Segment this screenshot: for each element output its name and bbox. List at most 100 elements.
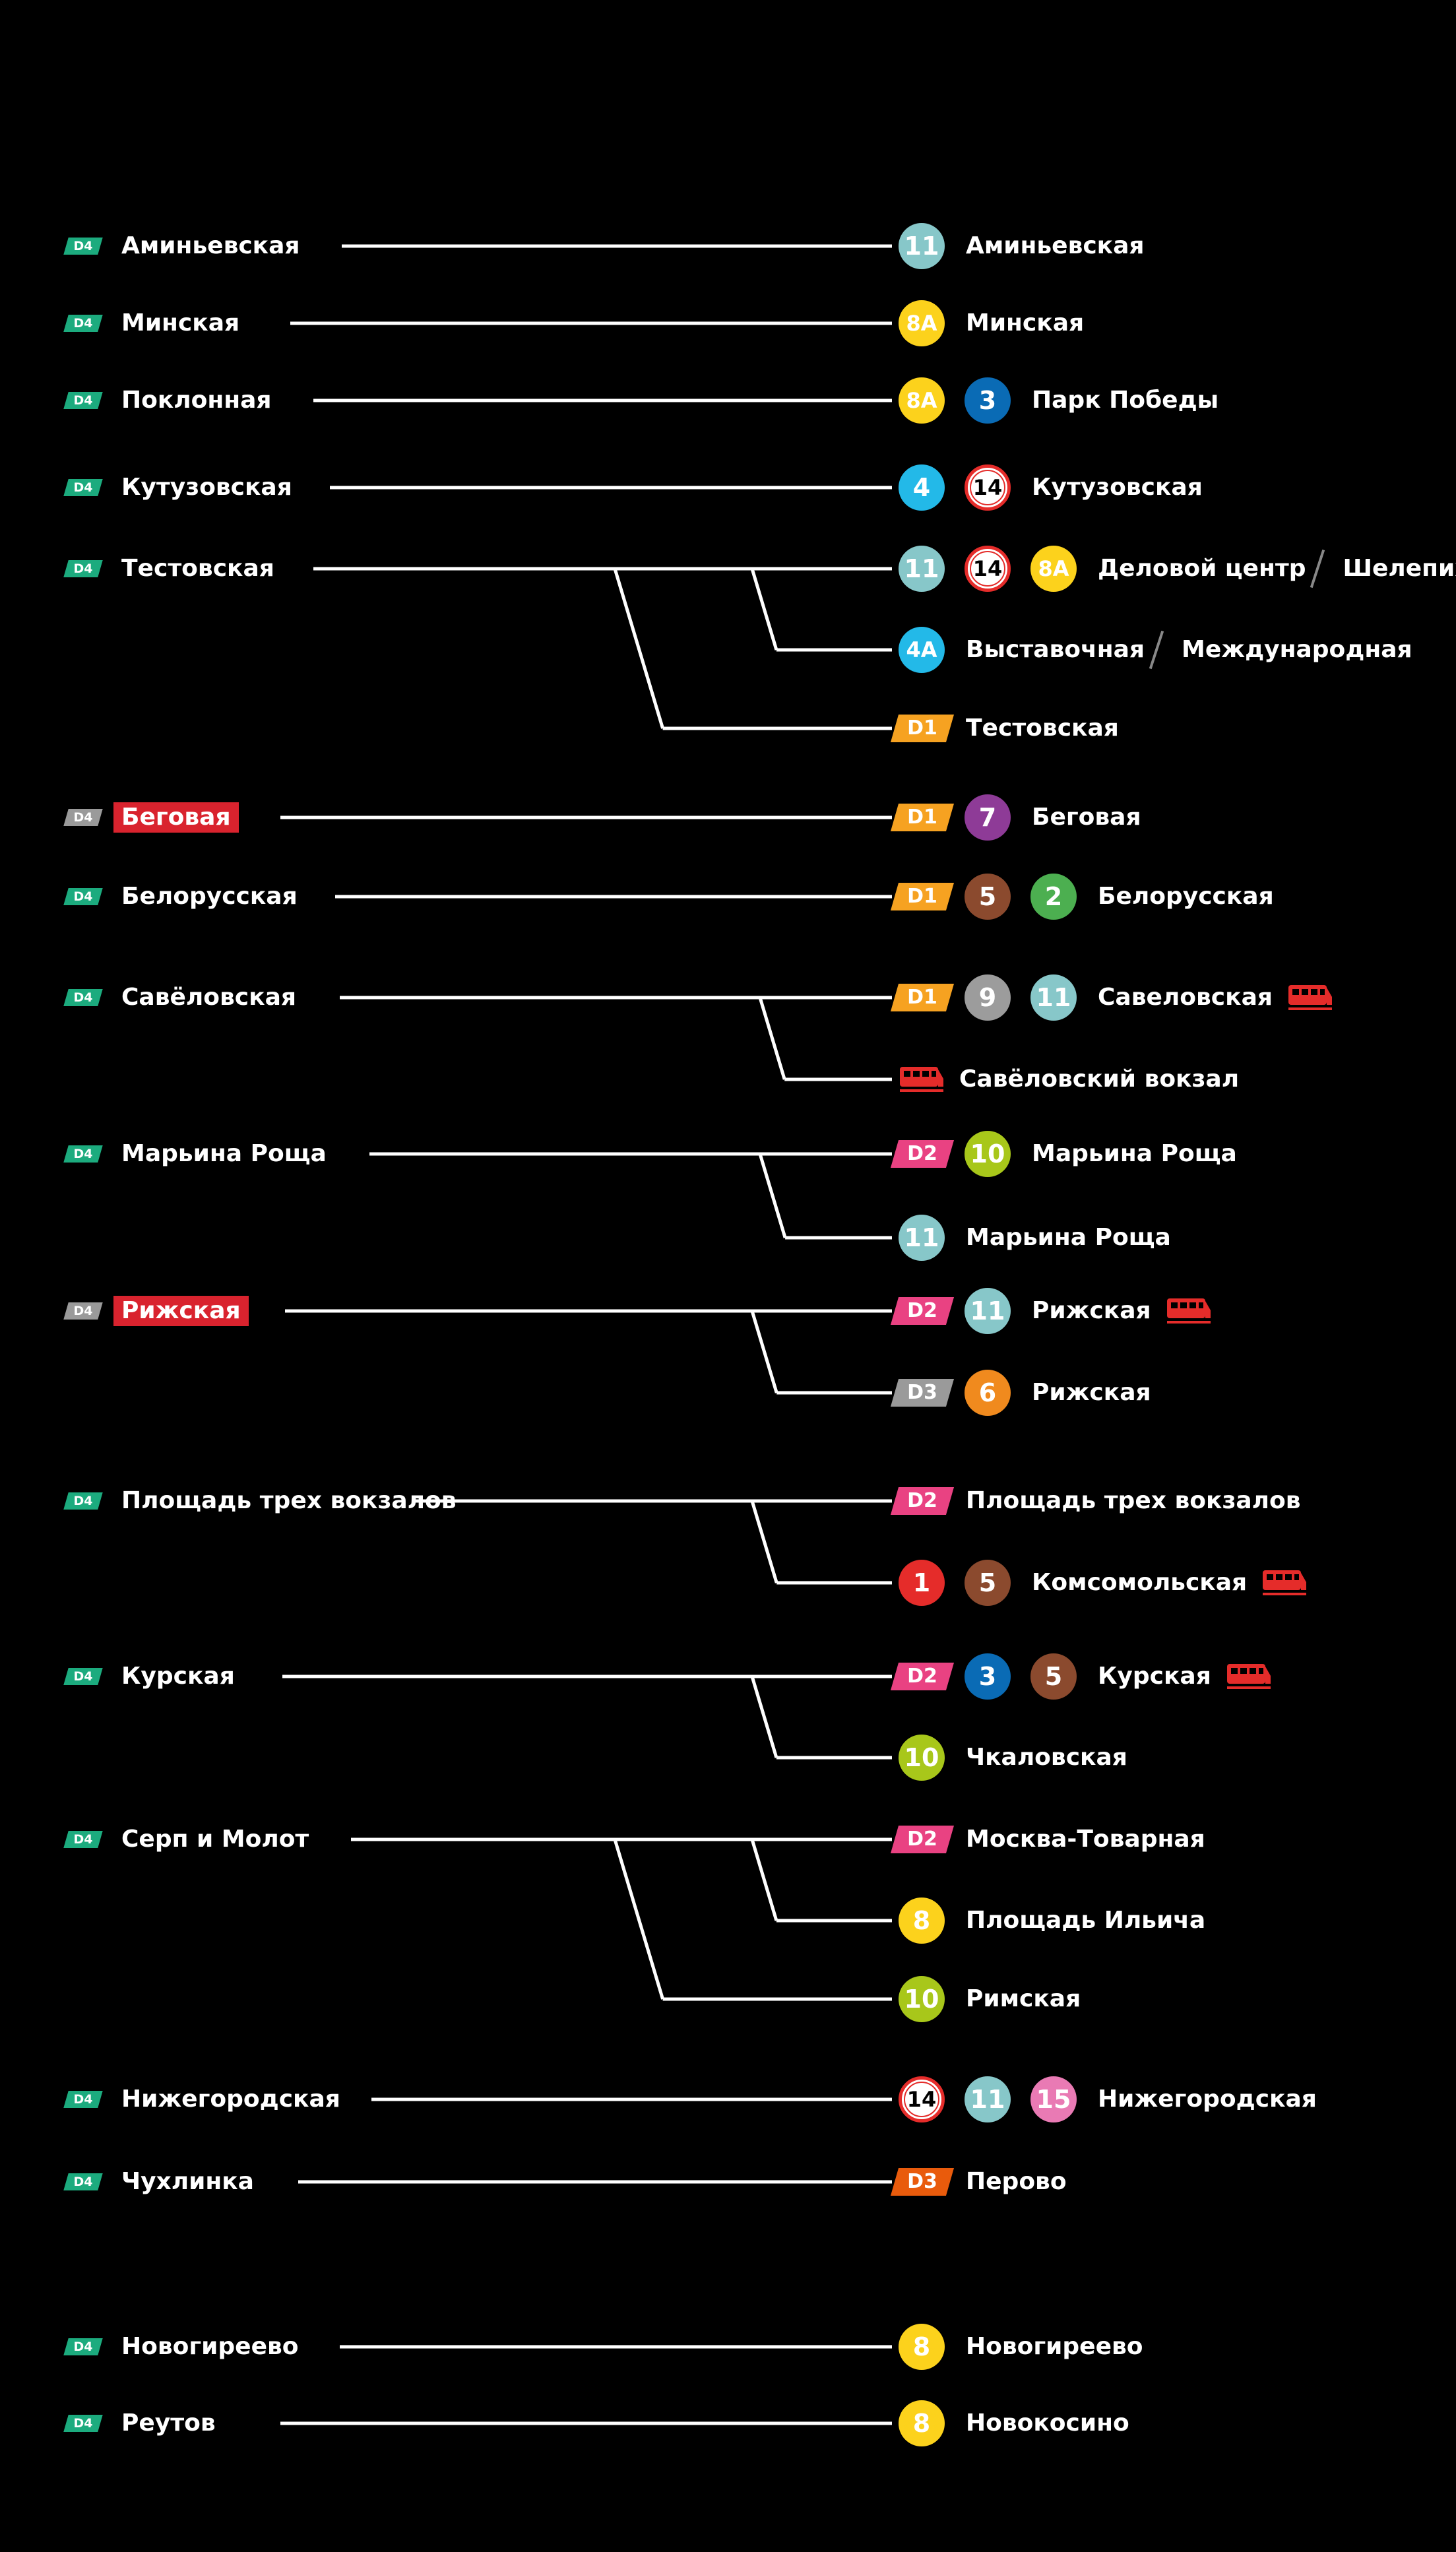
transfer-station-label: Чкаловская [966, 1744, 1127, 1771]
d4-badge: D4 [66, 888, 100, 905]
mcd-diameter-badge: D2 [895, 1663, 950, 1690]
transfer-station-label: Выставочная [966, 636, 1145, 663]
train-icon [1261, 1568, 1308, 1598]
transfer-station-label: Комсомольская [1032, 1569, 1248, 1596]
d4-badge: D4 [66, 238, 100, 255]
station-label: Белорусская [121, 883, 298, 910]
station-label: Беговая [113, 802, 239, 833]
transfer-station-label: Парк Победы [1032, 387, 1219, 414]
d4-badge: D4 [66, 1145, 100, 1163]
station-label: Тестовская [121, 555, 274, 582]
station-label: Поклонная [121, 387, 272, 414]
branch-line [613, 1839, 664, 2000]
transfer-station-label: Марьина Роща [966, 1224, 1171, 1251]
transfer-station-label: Марьина Роща [1032, 1140, 1237, 1167]
station-label: Марьина Роща [121, 1140, 327, 1167]
branch-line [758, 1153, 787, 1238]
transfer-station-label: Савёловский вокзал [959, 1066, 1240, 1093]
mcd-diameter-badge: D3 [895, 1379, 950, 1407]
mcd-diameter-badge: D2 [895, 1140, 950, 1168]
branch-line [750, 1839, 778, 1921]
train-icon [1226, 1661, 1272, 1692]
metro-line-icon: 10 [899, 1735, 945, 1781]
station-label: Рижская [113, 1296, 249, 1326]
transfer-station-label: Белорусская [1098, 883, 1274, 910]
transfer-station-label: Курская [1098, 1663, 1211, 1690]
station-label: Площадь трех вокзалов [121, 1487, 457, 1514]
d4-badge: D4 [66, 560, 100, 577]
metro-line-icon: 6 [965, 1370, 1011, 1416]
d4-badge: D4 [66, 989, 100, 1006]
d4-badge: D4 [66, 2338, 100, 2355]
branch-line [613, 568, 664, 729]
branch-line [750, 1310, 778, 1393]
metro-line-icon: 9 [965, 974, 1011, 1021]
station-label: Реутов [121, 2409, 216, 2437]
station-label: Кутузовская [121, 474, 292, 501]
metro-line-icon: 8 [899, 2400, 945, 2446]
station-label: Серп и Молот [121, 1826, 309, 1853]
mcd-diameter-badge: D1 [895, 804, 950, 831]
mcd-diameter-badge: D2 [895, 1487, 950, 1515]
metro-line-icon: 5 [965, 1560, 1011, 1606]
mcd-diameter-badge: D3 [895, 2168, 950, 2196]
d4-badge: D4 [66, 479, 100, 496]
metro-line-icon: 8 [899, 2324, 945, 2370]
mcd-line-icon: 14 [899, 2076, 945, 2122]
transfer-station-label: Кутузовская [1032, 474, 1203, 501]
metro-line-icon: 8А [899, 377, 945, 424]
transfer-station-label: Римская [966, 1985, 1081, 2012]
transfer-station-label: Минская [966, 309, 1085, 336]
mcd-line-icon: 14 [965, 546, 1011, 592]
d4-badge: D4 [66, 1668, 100, 1685]
transfer-station-label: Беговая [1032, 804, 1141, 831]
transfer-station-label: Международная [1182, 636, 1412, 663]
metro-line-icon: 4А [899, 627, 945, 673]
d4-badge: D4 [66, 315, 100, 332]
metro-line-icon: 10 [899, 1976, 945, 2022]
station-label: Курская [121, 1663, 235, 1690]
transfer-station-label: Площадь трех вокзалов [966, 1487, 1301, 1514]
d4-badge: D4 [66, 809, 100, 826]
d4-badge: D4 [66, 2415, 100, 2432]
metro-line-icon: 11 [899, 223, 945, 269]
transfer-station-label: Нижегородская [1098, 2086, 1317, 2113]
metro-line-icon: 11 [1030, 974, 1077, 1021]
transfer-station-label: Деловой центр [1098, 555, 1306, 582]
transfer-station-label: Савеловская [1098, 984, 1273, 1011]
metro-line-icon: 7 [965, 794, 1011, 841]
station-label: Новогиреево [121, 2333, 299, 2360]
mcd-diameter-badge: D2 [895, 1297, 950, 1325]
metro-line-icon: 11 [899, 1215, 945, 1261]
branch-line [750, 1500, 778, 1583]
d4-badge: D4 [66, 2173, 100, 2190]
transfer-station-label: Новогиреево [966, 2333, 1143, 2360]
metro-line-icon: 2 [1030, 874, 1077, 920]
metro-line-icon: 10 [965, 1131, 1011, 1177]
transfer-station-label: Шелепиха [1343, 555, 1456, 582]
d4-badge: D4 [66, 2091, 100, 2108]
mcd-diameter-badge: D1 [895, 883, 950, 910]
metro-line-icon: 8А [899, 300, 945, 346]
metro-line-icon: 11 [965, 2076, 1011, 2122]
metro-line-icon: 11 [899, 546, 945, 592]
transfer-station-label: Москва-Товарная [966, 1826, 1205, 1853]
mcd-diameter-badge: D2 [895, 1826, 950, 1853]
d4-badge: D4 [66, 1831, 100, 1848]
transfer-station-label: Тестовская [966, 715, 1119, 742]
transfer-station-label: Новокосино [966, 2409, 1129, 2437]
transfer-station-label: Площадь Ильича [966, 1907, 1206, 1934]
metro-line-icon: 11 [965, 1288, 1011, 1334]
branch-line [750, 1676, 778, 1758]
station-label: Аминьевская [121, 232, 300, 259]
train-icon [1287, 982, 1333, 1013]
mcd-diameter-badge: D1 [895, 984, 950, 1011]
d4-badge: D4 [66, 1492, 100, 1510]
station-label: Нижегородская [121, 2086, 340, 2113]
metro-line-icon: 5 [1030, 1653, 1077, 1700]
branch-line [750, 568, 778, 651]
d4-badge: D4 [66, 392, 100, 409]
transfer-station-label: Перово [966, 2168, 1067, 2195]
metro-line-icon: 1 [899, 1560, 945, 1606]
